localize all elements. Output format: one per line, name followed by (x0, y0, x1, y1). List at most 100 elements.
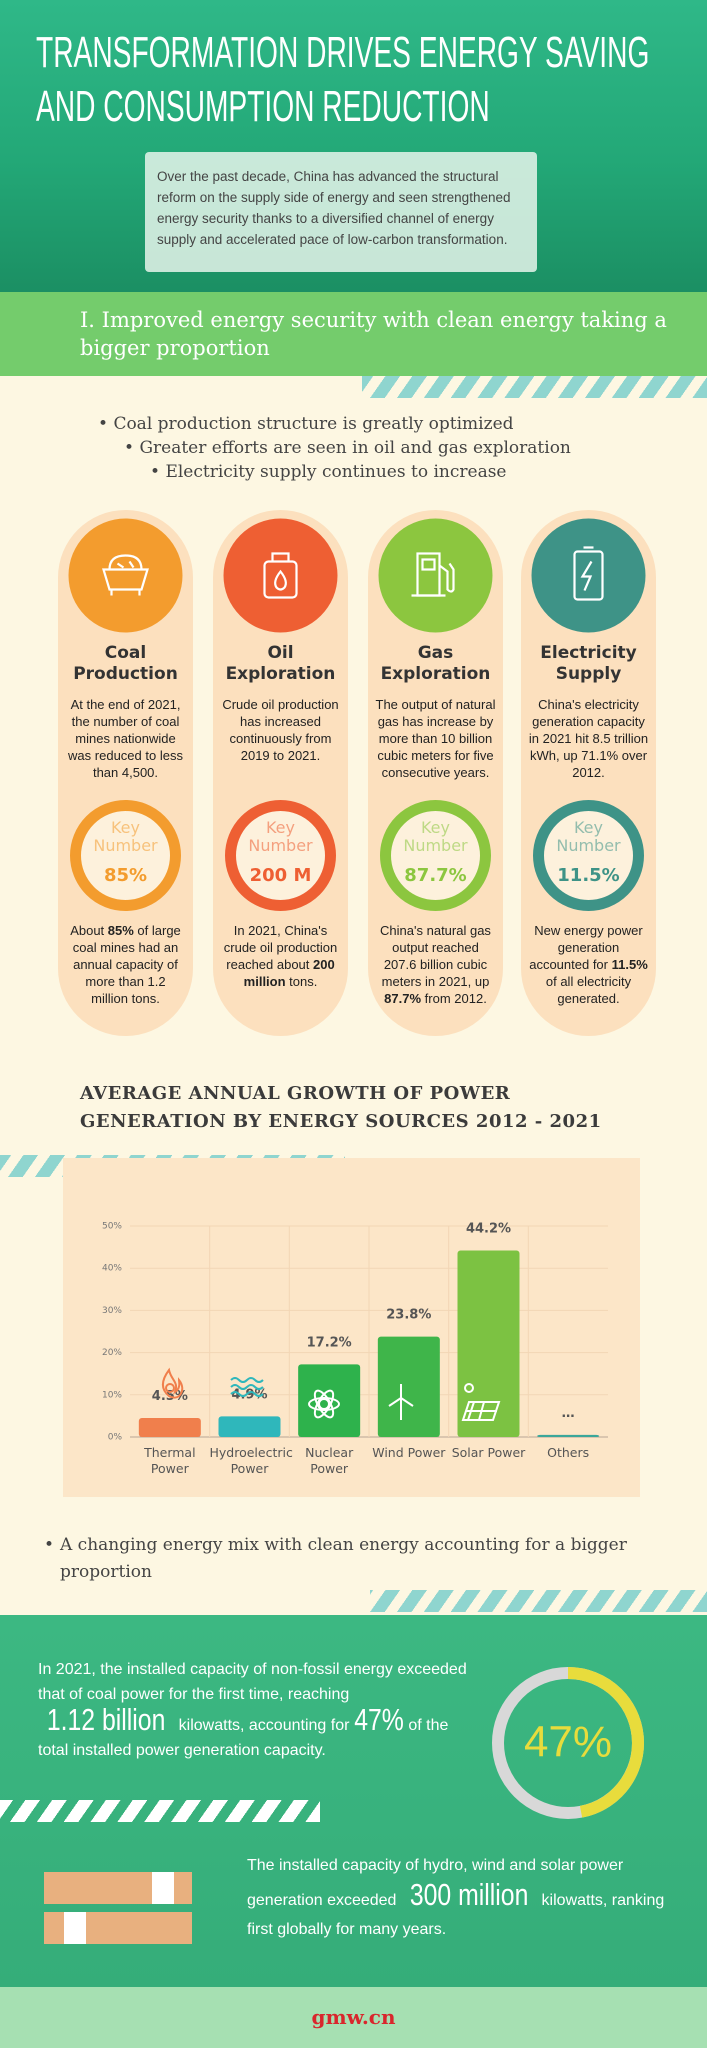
stripes (362, 376, 707, 398)
key-value: 87.7% (404, 865, 467, 886)
note-text: China's natural gas output reached 207.6… (380, 923, 491, 989)
icon-circle (68, 518, 183, 633)
icons (162, 1367, 501, 1421)
note-text: New energy power generation accounted fo… (529, 923, 643, 972)
card-icon (223, 518, 338, 633)
icon (263, 552, 298, 599)
data-label: 17.2% (307, 1335, 352, 1350)
x-tick-label: Solar Power (451, 1445, 526, 1460)
data-label: 23.8% (386, 1308, 431, 1323)
x-tick-label: Wind Power (372, 1445, 446, 1460)
key-ring: Key Number 87.7% (380, 800, 491, 911)
y-tick-label: 0% (108, 1433, 123, 1443)
logo: gmw.cn (311, 2005, 396, 2029)
y-tick-label: 40% (102, 1264, 122, 1274)
y-tick-label: 30% (102, 1306, 122, 1316)
key-value: 11.5% (557, 865, 620, 886)
bullet: • Greater efforts are seen in oil and ga… (124, 438, 571, 458)
card-note: New energy power generation accounted fo… (529, 922, 648, 1007)
x-tick-label: Thermal Power (144, 1445, 196, 1476)
icon-circle (223, 518, 338, 633)
y-tick-label: 10% (102, 1390, 122, 1400)
text: of the total installed power generation … (38, 1717, 449, 1759)
books-icon (44, 1872, 192, 1944)
highlight: 1.12 billion (46, 1702, 166, 1737)
card-text: Crude oil production has increased conti… (222, 697, 339, 763)
note-highlight: 11.5% (611, 957, 648, 972)
share-arc (492, 1667, 644, 1819)
paragraph: The installed capacity of hydro, wind an… (247, 1851, 687, 1944)
bullet: • A changing energy mix with clean energy… (44, 1532, 644, 1586)
x-tick-label: Others (547, 1445, 590, 1460)
card-text: China's electricity generation capacity … (528, 697, 649, 780)
bullet-text: Coal production structure is greatly opt… (113, 414, 514, 434)
y-tick-label: 20% (102, 1348, 122, 1358)
data-label: 44.2% (466, 1221, 511, 1236)
stripes (370, 1590, 707, 1612)
key-ring: Key Number 85% (70, 800, 181, 911)
bar (138, 1418, 201, 1437)
key-value: 200 M (249, 865, 312, 886)
key-value: 85% (103, 865, 148, 886)
highlight: 300 million (409, 1877, 529, 1912)
y-tick-label: 50% (102, 1222, 122, 1232)
x-tick-label: Hydroelectric Power (209, 1445, 293, 1476)
card-title: Electricity Supply (540, 643, 637, 684)
card-text: The output of natural gas has increase b… (375, 697, 496, 780)
note-highlight: 87.7% (384, 991, 422, 1006)
card-icon (68, 518, 183, 633)
note-text: from 2012. (421, 991, 487, 1006)
header: TRANSFORMATION DRIVES ENERGY SAVING AND … (0, 0, 707, 292)
title: TRANSFORMATION DRIVES ENERGY SAVING AND … (36, 28, 650, 131)
key-label: Key Number (556, 818, 621, 855)
card: Gas Exploration The output of natural gas… (368, 510, 503, 1036)
data-label: 4.9% (231, 1387, 267, 1402)
card-icon (378, 518, 493, 633)
icon (102, 554, 149, 596)
bullet: • Coal production structure is greatly o… (98, 414, 514, 434)
intro: Over the past decade, China has advanced… (145, 152, 537, 272)
x-tick-label: Nuclear Power (305, 1445, 354, 1476)
note-highlight: 85% (107, 923, 134, 938)
card-text: At the end of 2021, the number of coal m… (68, 697, 183, 780)
card-icon (531, 518, 646, 633)
text: kilowatts, ranking first globally for ma… (247, 1892, 665, 1938)
share-ring: 47% (492, 1667, 644, 1819)
key-ring: Key Number 11.5% (533, 800, 644, 911)
stripes (0, 1800, 320, 1822)
card: Coal Production At the end of 2021, the n… (58, 510, 193, 1036)
card-note: China's natural gas output reached 207.6… (376, 922, 495, 1007)
paragraph: In 2021, the installed capacity of non-f… (38, 1657, 478, 1763)
bar (377, 1336, 440, 1437)
text: kilowatts, accounting for (174, 1717, 354, 1734)
bar (218, 1416, 281, 1437)
footer: gmw.cn (0, 1987, 707, 2048)
card-title: Gas Exploration (380, 643, 491, 684)
bar (537, 1434, 600, 1437)
card: Electricity Supply China's electricity ge… (521, 510, 656, 1036)
note-text: In 2021, China's crude oil production re… (223, 923, 338, 972)
green-section: In 2021, the installed capacity of non-f… (0, 1615, 707, 1987)
note-text: of large coal mines had an annual capaci… (72, 923, 181, 1006)
icon-circle (378, 518, 493, 633)
data-label: … (562, 1406, 575, 1421)
card-note: In 2021, China's crude oil production re… (221, 922, 340, 990)
icon (411, 552, 455, 597)
bullet-text: Electricity supply continues to increase (165, 462, 507, 482)
icon (573, 546, 604, 601)
bullet-text: A changing energy mix with clean energy … (60, 1535, 627, 1582)
note-text: of all electricity generated. (545, 974, 632, 1006)
section-title: I. Improved energy security with clean e… (80, 308, 667, 360)
chart: 0% 10% 20% 30% 40% 50% 4.5% 4.9% 17.2% 23.8% 44.2%… (63, 1158, 640, 1497)
chart-title: AVERAGE ANNUAL GROWTH OF POWER GENERATIO… (80, 1083, 602, 1132)
card: Oil Exploration Crude oil production has … (213, 510, 348, 1036)
bullet-text: Greater efforts are seen in oil and gas … (139, 438, 571, 458)
section-band: I. Improved energy security with clean e… (0, 292, 707, 376)
card-note: About 85% of large coal mines had an ann… (66, 922, 185, 1007)
key-label: Key Number (403, 818, 468, 855)
text: In 2021, the installed capacity of non-f… (38, 1661, 467, 1703)
highlight: 47% (354, 1702, 404, 1737)
note-highlight: 200 million (243, 957, 335, 989)
note-text: tons. (285, 974, 318, 989)
